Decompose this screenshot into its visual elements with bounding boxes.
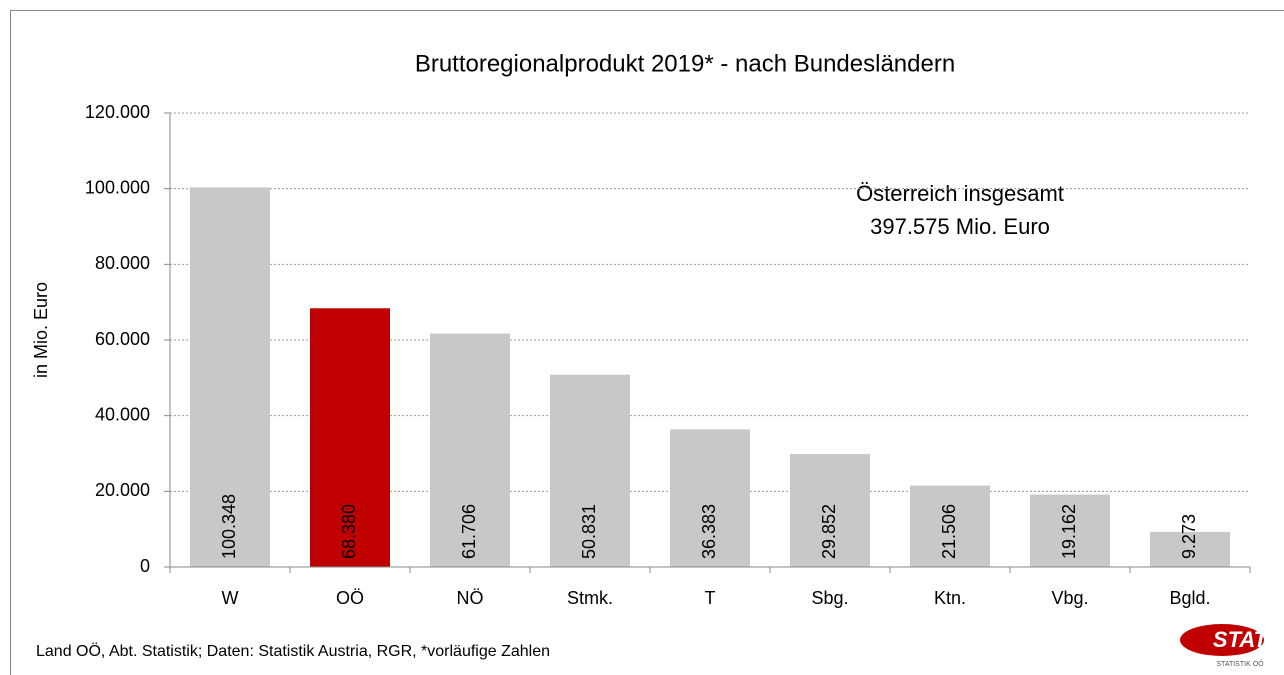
- y-tick-label: 20.000: [95, 480, 150, 500]
- value-label: 100.348: [219, 494, 239, 559]
- logo-text: STAT: [1213, 627, 1269, 652]
- x-tick-label: Vbg.: [1051, 588, 1088, 608]
- x-tick-label: NÖ: [457, 588, 484, 608]
- value-label: 61.706: [459, 504, 479, 559]
- bar: [1030, 494, 1110, 567]
- annotation: Österreich insgesamt: [856, 181, 1064, 206]
- x-tick-label: T: [705, 588, 716, 608]
- x-tick-label: Bgld.: [1169, 588, 1210, 608]
- logo-subtext: STATISTIK OÖ: [1216, 660, 1264, 668]
- x-tick-label: Sbg.: [811, 588, 848, 608]
- source-note: Land OÖ, Abt. Statistik; Daten: Statisti…: [36, 642, 550, 660]
- bar: [310, 308, 390, 567]
- bar: [1150, 531, 1230, 567]
- value-label: 9.273: [1179, 514, 1199, 559]
- value-label: 19.162: [1059, 504, 1079, 559]
- bar: [190, 187, 270, 567]
- annotation: 397.575 Mio. Euro: [870, 214, 1050, 239]
- y-tick-label: 120.000: [85, 102, 150, 122]
- x-tick-label: Stmk.: [567, 588, 613, 608]
- value-label: 29.852: [819, 504, 839, 559]
- x-tick-label: OÖ: [336, 588, 364, 608]
- y-tick-label: 100.000: [85, 177, 150, 197]
- value-label: 50.831: [579, 504, 599, 559]
- x-tick-label: Ktn.: [934, 588, 966, 608]
- y-tick-label: 40.000: [95, 404, 150, 424]
- value-label: 36.383: [699, 504, 719, 559]
- bar: [430, 333, 510, 567]
- logo-shape: [1180, 624, 1264, 656]
- bar: [670, 429, 750, 567]
- x-tick-label: W: [222, 588, 239, 608]
- chart-title: Bruttoregionalprodukt 2019* - nach Bunde…: [415, 50, 955, 77]
- bar: [790, 454, 870, 567]
- bar: [910, 485, 990, 567]
- y-axis-title: in Mio. Euro: [31, 282, 51, 378]
- y-tick-label: 0: [140, 556, 150, 576]
- logo: STAT STATISTIK OÖ: [1180, 624, 1269, 668]
- value-label: 21.506: [939, 504, 959, 559]
- y-tick-label: 60.000: [95, 329, 150, 349]
- value-label: 68.380: [339, 504, 359, 559]
- bar: [550, 374, 630, 567]
- y-tick-label: 80.000: [95, 253, 150, 273]
